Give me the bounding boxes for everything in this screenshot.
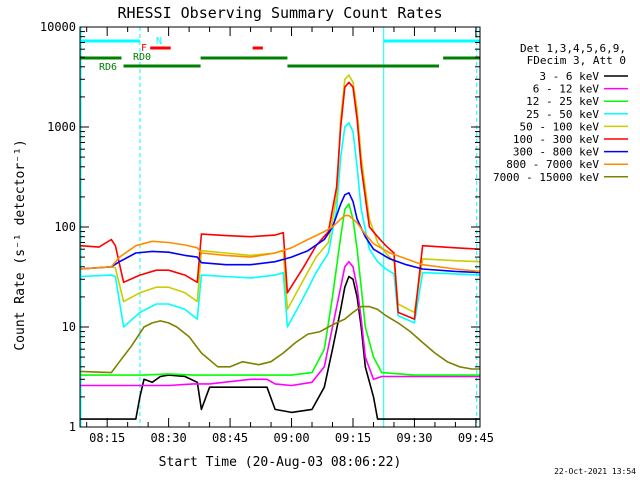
series-line-12-25-kev: [80, 203, 480, 376]
series-line-3-6-kev: [80, 275, 480, 420]
x-tick-label-0815: 08:15: [89, 431, 125, 445]
label-f: F: [141, 43, 147, 54]
y-tick-label-10: 10: [62, 320, 76, 334]
annotation-bars-layer: [80, 39, 480, 68]
legend-label-3-6-kev: 3 - 6 keV: [539, 70, 599, 83]
legend-label-50-100-kev: 50 - 100 keV: [520, 120, 600, 133]
label-rd0: RD0: [133, 52, 151, 63]
legend-label-6-12-kev: 6 - 12 keV: [533, 83, 600, 96]
series-line-6-12-kev: [80, 260, 480, 387]
series-line-7000-15000-kev: [80, 305, 480, 374]
x-tick-label-0945: 09:45: [458, 431, 494, 445]
legend-label-12-25-kev: 12 - 25 keV: [526, 95, 599, 108]
series-line-25-50-kev: [80, 122, 481, 328]
legend-title-line-0: Det 1,3,4,5,6,9,: [520, 42, 626, 55]
chart-title: RHESSI Observing Summary Count Rates: [117, 4, 442, 22]
timestamp: 22-Oct-2021 13:54: [554, 467, 636, 476]
series-layer: [80, 27, 481, 427]
legend-title-line-1: FDecim 3, Att 0: [527, 54, 626, 67]
y-tick-label-10000: 10000: [40, 20, 76, 34]
legend-label-7000-15000-kev: 7000 - 15000 keV: [493, 171, 599, 184]
x-axis-title: Start Time (20-Aug-03 08:06:22): [159, 455, 402, 470]
x-tick-label-0845: 08:45: [212, 431, 248, 445]
series-line-300-800-kev: [80, 192, 481, 274]
axes-layer: 1 10 100 1000 10000 08:15 08:30 08:45 09:00 09:15…: [40, 20, 494, 445]
legend-label-25-50-kev: 25 - 50 keV: [526, 108, 599, 121]
legend-label-100-300-kev: 100 - 300 keV: [513, 133, 599, 146]
label-n: N: [156, 36, 162, 47]
x-tick-label-0930: 09:30: [396, 431, 432, 445]
y-tick-label-1000: 1000: [47, 120, 76, 134]
legend-label-800-7000-kev: 800 - 7000 keV: [506, 158, 599, 171]
x-tick-label-0915: 09:15: [335, 431, 371, 445]
legend-label-300-800-kev: 300 - 800 keV: [513, 146, 599, 159]
y-tick-label-1: 1: [69, 420, 76, 434]
label-rd6: RD6: [99, 62, 117, 73]
series-line-800-7000-kev: [80, 214, 481, 273]
y-axis-title: Count Rate (s⁻¹ detector⁻¹): [13, 139, 28, 350]
x-tick-label-0900: 09:00: [273, 431, 309, 445]
series-line-50-100-kev: [80, 74, 481, 314]
y-tick-label-100: 100: [54, 220, 76, 234]
x-tick-label-0830: 08:30: [151, 431, 187, 445]
legend-layer: Det 1,3,4,5,6,9,FDecim 3, Att 0 3 - 6 keV…: [493, 42, 628, 184]
